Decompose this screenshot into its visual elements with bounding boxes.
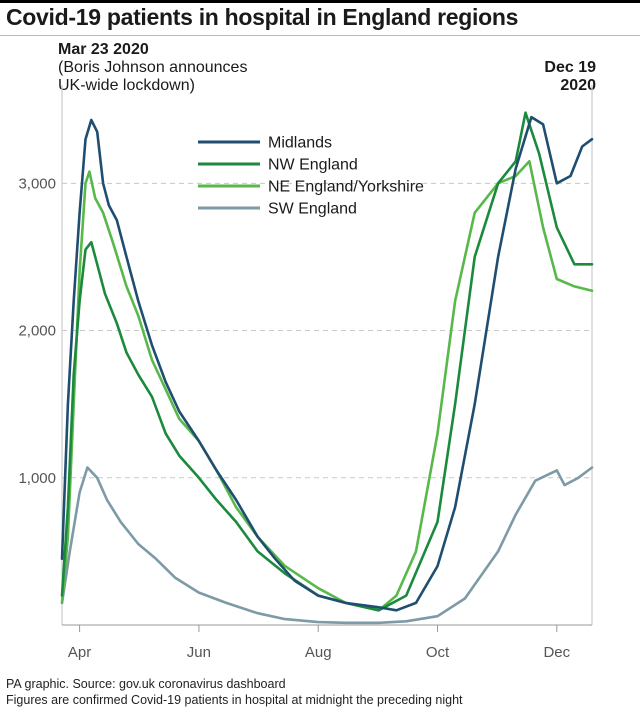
source-note: PA graphic. Source: gov.uk coronavirus d…	[6, 677, 286, 691]
x-tick-label-jun: Jun	[187, 644, 211, 661]
end-date-line2: 2020	[560, 77, 596, 94]
x-tick-label-aug: Aug	[305, 644, 332, 661]
end-date-annotation: Dec 19 2020	[544, 59, 596, 95]
footer: PA graphic. Source: gov.uk coronavirus d…	[6, 676, 463, 708]
legend-label-midlands: Midlands	[268, 135, 332, 152]
lockdown-annotation: Mar 23 2020 (Boris Johnson announces UK-…	[58, 41, 247, 95]
series-line-sw-england	[60, 466, 594, 625]
x-tick-label-dec: Dec	[543, 644, 570, 661]
series-line-ne-england-yorkshire	[60, 160, 594, 612]
x-tick-label-oct: Oct	[426, 644, 450, 661]
legend-label-ne-england-yorkshire: NE England/Yorkshire	[268, 179, 424, 196]
lockdown-date: Mar 23 2020	[58, 41, 149, 58]
end-date-line1: Dec 19	[544, 59, 596, 76]
y-tick-label-1000: 1,000	[18, 470, 56, 487]
lockdown-note-line1: (Boris Johnson announces	[58, 59, 248, 76]
title-divider	[0, 35, 640, 36]
data-note: Figures are confirmed Covid-19 patients …	[6, 693, 463, 707]
y-tick-label-3000: 3,000	[18, 175, 56, 192]
chart-title: Covid-19 patients in hospital in England…	[6, 4, 519, 30]
x-tick-label-apr: Apr	[68, 644, 91, 661]
y-tick-label-2000: 2,000	[18, 323, 56, 340]
top-rule	[0, 0, 640, 3]
legend-label-sw-england: SW England	[268, 201, 357, 218]
lockdown-note-line2: UK-wide lockdown)	[58, 77, 195, 94]
series-line-nw-england	[60, 111, 594, 612]
legend-label-nw-england: NW England	[268, 157, 358, 174]
series-line-midlands	[60, 115, 594, 612]
